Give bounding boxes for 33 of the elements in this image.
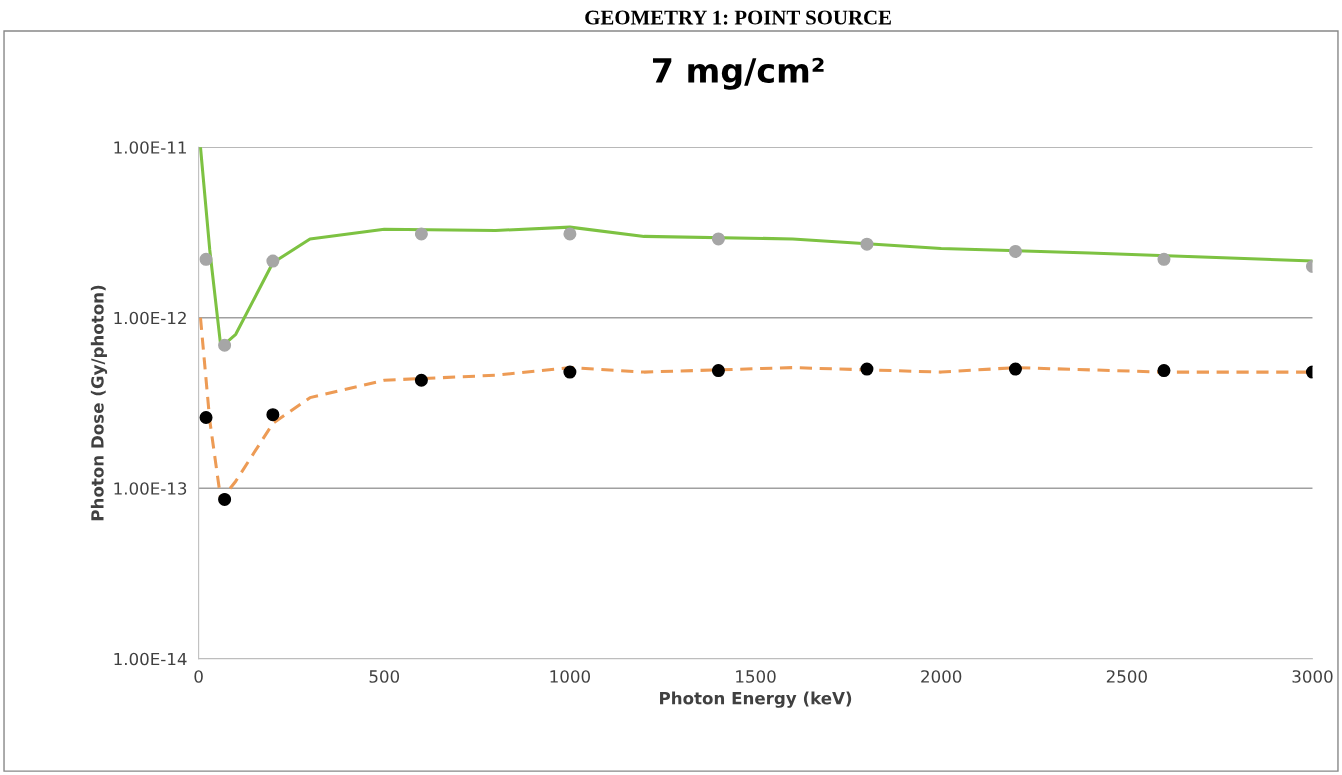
- point: [563, 365, 577, 379]
- y-axis-title: Photon Dose (Gy/photon): [90, 285, 108, 521]
- point: [563, 227, 577, 241]
- point: [860, 362, 874, 376]
- point: [1008, 244, 1022, 258]
- x-tick-label: 3000: [1292, 670, 1333, 683]
- point: [199, 410, 213, 425]
- point: [266, 408, 280, 422]
- chart-subtitle: 7 mg/cm²: [653, 57, 824, 90]
- point: [711, 232, 725, 246]
- point: [266, 254, 280, 268]
- point: [860, 237, 874, 251]
- point: [199, 252, 213, 266]
- x-tick-label: 1500: [736, 670, 776, 683]
- x-tick-label: 0: [194, 670, 203, 683]
- x-axis-title: Photon Energy (keV): [660, 691, 852, 708]
- point: [218, 492, 232, 506]
- point: [414, 373, 428, 387]
- y-tick-label: 1.00E-12: [114, 311, 186, 325]
- x-tick-label: 500: [369, 670, 400, 683]
- point: [1157, 364, 1171, 378]
- point: [218, 338, 232, 352]
- y-tick-label: 1.00E-13: [114, 482, 187, 495]
- y-tick-label: 1.00E-11: [114, 141, 186, 154]
- point: [1157, 252, 1171, 266]
- x-tick-label: 1000: [550, 670, 590, 683]
- x-tick-label: 2500: [1106, 670, 1147, 683]
- point: [414, 227, 428, 241]
- x-tick-label: 2000: [921, 670, 962, 683]
- point: [1008, 362, 1022, 376]
- point: [711, 364, 725, 378]
- y-tick-label: 1.00E-14: [114, 652, 187, 666]
- chart-title: GEOMETRY 1: POINT SOURCE: [585, 10, 891, 25]
